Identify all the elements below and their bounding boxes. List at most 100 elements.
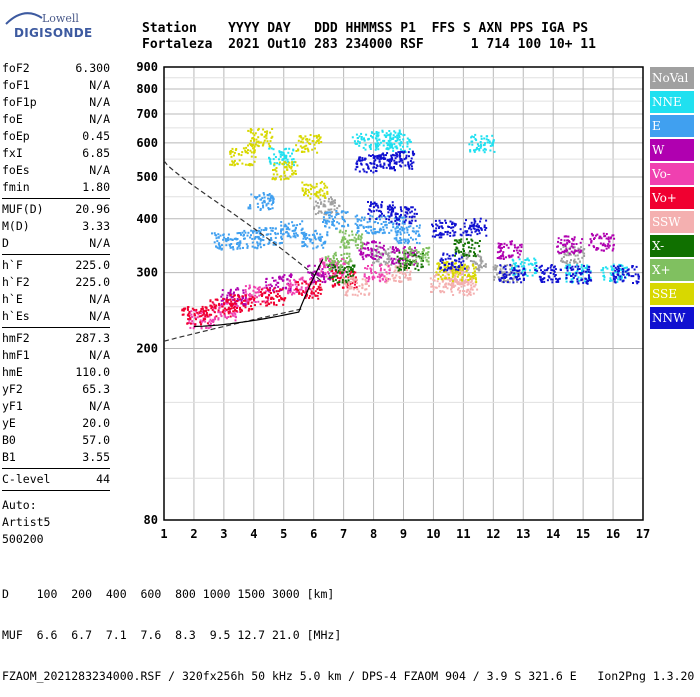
data-point (570, 278, 573, 281)
data-point (389, 166, 392, 169)
digisonde-logo: Lowell DIGISONDE (4, 8, 92, 44)
data-point (222, 238, 225, 241)
data-point (262, 204, 264, 207)
data-point (377, 260, 380, 263)
data-point (491, 143, 494, 146)
data-point (367, 167, 370, 170)
data-point (442, 285, 445, 288)
data-point (565, 250, 567, 253)
data-point (323, 200, 326, 203)
data-point (370, 270, 372, 273)
data-point (229, 246, 232, 249)
data-point (465, 257, 468, 260)
data-point (459, 273, 462, 276)
data-point (413, 152, 416, 155)
data-point (380, 267, 382, 270)
data-point (232, 295, 235, 298)
data-point (581, 278, 584, 281)
data-point (230, 296, 233, 299)
data-point (440, 266, 443, 269)
data-point (204, 315, 207, 318)
data-point (328, 263, 331, 266)
data-point (330, 198, 333, 201)
data-point (566, 242, 569, 245)
param-label: h`F (2, 258, 23, 272)
data-point (322, 246, 325, 249)
data-point (278, 158, 280, 161)
data-point (265, 132, 268, 135)
data-point (485, 219, 488, 222)
data-point (406, 145, 409, 148)
data-point (376, 133, 379, 136)
data-point (624, 270, 627, 273)
data-point (425, 259, 428, 261)
data-point (286, 283, 289, 286)
data-point (347, 243, 350, 246)
data-point (386, 152, 389, 155)
data-point (509, 277, 512, 280)
data-point (474, 220, 477, 223)
data-point (237, 153, 240, 155)
data-point (414, 219, 417, 222)
data-point (320, 141, 323, 143)
data-point (306, 140, 309, 143)
data-point (250, 294, 253, 297)
data-point (335, 210, 338, 212)
data-point (191, 315, 193, 318)
data-point (247, 129, 250, 132)
data-point (585, 270, 587, 273)
data-point (364, 267, 367, 270)
data-point (269, 199, 272, 202)
data-point (456, 247, 459, 250)
data-point (406, 256, 409, 259)
data-point (353, 236, 356, 239)
data-point (293, 234, 296, 237)
data-point (268, 303, 271, 306)
data-point (512, 281, 515, 284)
data-point (315, 182, 318, 185)
data-point (288, 235, 291, 237)
data-point (266, 287, 269, 290)
data-point (377, 255, 379, 258)
data-point (569, 267, 572, 270)
data-point (322, 241, 325, 244)
data-point (614, 266, 617, 269)
data-point (451, 272, 454, 275)
data-point (301, 146, 304, 149)
data-point (282, 275, 285, 278)
data-point (318, 286, 321, 289)
data-point (402, 145, 404, 148)
data-point (227, 316, 230, 318)
data-point (319, 202, 322, 205)
data-point (191, 307, 194, 310)
data-point (618, 269, 620, 272)
data-point (402, 229, 405, 232)
data-point (418, 256, 421, 259)
data-point (270, 195, 273, 198)
model-profile-curve (163, 160, 324, 283)
data-point (253, 237, 256, 240)
data-point (454, 259, 456, 262)
data-point (231, 312, 234, 315)
data-point (594, 234, 597, 237)
data-point (237, 295, 240, 298)
data-point (234, 315, 237, 318)
data-point (463, 290, 466, 293)
data-point (586, 268, 589, 271)
data-point (376, 156, 379, 159)
logo-line2: DIGISONDE (14, 26, 93, 40)
data-point (304, 135, 307, 138)
data-point (496, 273, 498, 276)
data-point (296, 164, 299, 167)
data-point (296, 224, 299, 227)
data-point (361, 159, 364, 161)
data-point (198, 315, 201, 318)
data-point (398, 251, 401, 254)
data-point (442, 253, 445, 256)
data-point (499, 247, 502, 250)
data-point (266, 194, 269, 196)
data-point (331, 278, 334, 281)
data-point (338, 283, 341, 286)
data-point (332, 280, 335, 283)
data-point (605, 237, 608, 240)
